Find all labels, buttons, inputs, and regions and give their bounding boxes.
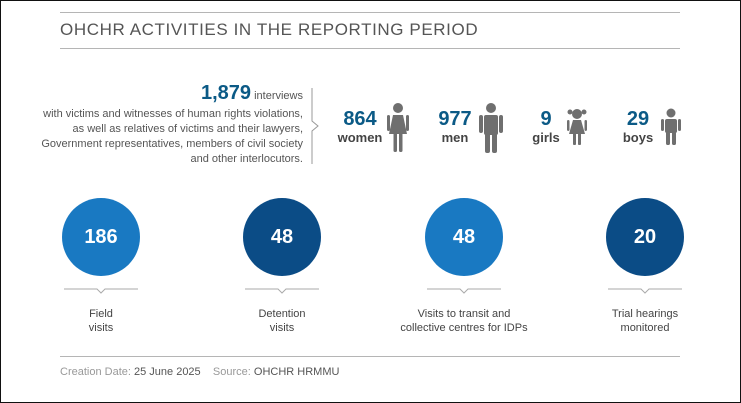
field-visits-separator — [64, 288, 138, 294]
creation-date-value: 25 June 2025 — [134, 366, 201, 378]
field-visits-caption: Field visits — [16, 307, 186, 335]
man-icon — [479, 103, 503, 153]
source-value: OHCHR HRMMU — [253, 366, 340, 378]
detention-visits-line1: Detention — [258, 308, 306, 320]
field-visits-value: 186 — [84, 225, 118, 248]
trial-hearings-line2: monitored — [620, 322, 670, 334]
interviews-description: with victims and witnesses of human righ… — [41, 108, 303, 165]
trial-hearings-value: 20 — [633, 225, 657, 248]
detention-visits-circle: 48 — [243, 198, 321, 276]
trial-hearings-circle: 20 — [606, 198, 684, 276]
stat-men: 977 men — [428, 108, 482, 146]
stat-women-label: women — [337, 130, 383, 145]
detention-visits-value: 48 — [270, 225, 294, 248]
stat-women: 864 women — [330, 108, 390, 146]
stat-girls-value: 9 — [540, 108, 552, 130]
creation-date-label: Creation Date: — [60, 366, 131, 378]
bracket-divider — [311, 88, 319, 164]
footer-rule — [60, 356, 680, 357]
idp-visits-caption: Visits to transit and collective centres… — [379, 307, 549, 335]
detention-visits-line2: visits — [269, 322, 295, 334]
stat-boys: 29 boys — [618, 108, 658, 146]
stat-girls-label: girls — [532, 130, 560, 145]
stat-women-value: 864 — [343, 108, 377, 130]
idp-visits-separator — [427, 288, 501, 294]
idp-visits-value: 48 — [452, 225, 476, 248]
stat-men-label: men — [441, 130, 469, 145]
idp-visits-line2: collective centres for IDPs — [400, 322, 528, 334]
field-visits-line2: visits — [88, 322, 114, 334]
stat-boys-label: boys — [622, 130, 654, 145]
girl-icon — [567, 109, 587, 145]
stat-girls: 9 girls — [530, 108, 562, 146]
interviews-summary: 1,879 interviews with victims and witnes… — [40, 82, 303, 167]
page-title: OHCHR ACTIVITIES IN THE REPORTING PERIOD — [60, 20, 479, 39]
stat-boys-value: 29 — [626, 108, 650, 130]
interviews-headline: 1,879 interviews — [40, 82, 303, 107]
woman-icon — [387, 103, 409, 152]
idp-visits-line1: Visits to transit and — [417, 308, 511, 320]
footer: Creation Date: 25 June 2025 Source: OHCH… — [60, 366, 339, 378]
detention-visits-caption: Detention visits — [197, 307, 367, 335]
trial-hearings-line1: Trial hearings — [611, 308, 679, 320]
interviews-count: 1,879 — [200, 82, 252, 104]
interviews-word: interviews — [254, 90, 303, 102]
trial-hearings-caption: Trial hearings monitored — [560, 307, 730, 335]
title-rule — [60, 48, 680, 49]
detention-visits-separator — [245, 288, 319, 294]
field-visits-line1: Field — [89, 308, 113, 320]
trial-hearings-separator — [608, 288, 682, 294]
stat-men-value: 977 — [438, 108, 472, 130]
idp-visits-circle: 48 — [425, 198, 503, 276]
boy-icon — [661, 108, 681, 145]
source-label: Source: — [212, 366, 251, 378]
top-rule — [60, 12, 680, 13]
field-visits-circle: 186 — [62, 198, 140, 276]
